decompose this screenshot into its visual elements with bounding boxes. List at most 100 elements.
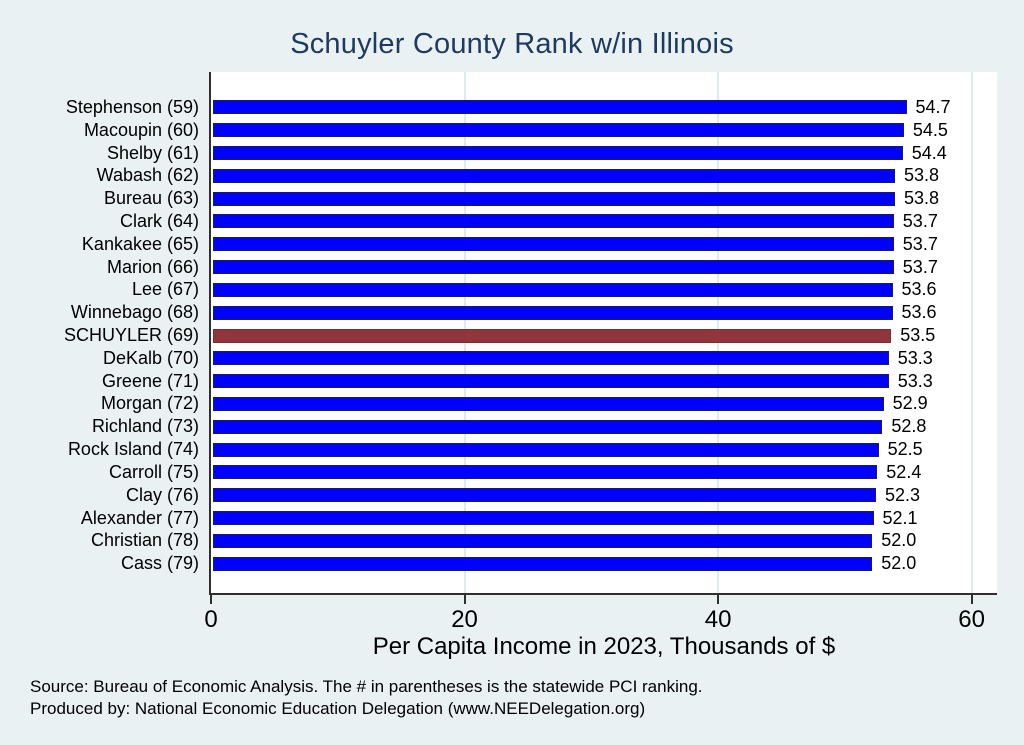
category-label: Clay (76) — [125, 484, 199, 505]
bar-row: Cass (79) 52.0 — [0, 552, 1024, 575]
bar-highlight — [213, 328, 892, 343]
category-label: Richland (73) — [91, 416, 199, 437]
category-label: Stephenson (59) — [65, 96, 199, 117]
category-label: Clark (64) — [119, 210, 199, 231]
tick-mark-x0 — [210, 595, 212, 604]
value-label: 52.3 — [885, 484, 921, 505]
bar-row: Clay (76) 52.3 — [0, 484, 1024, 507]
category-label: SCHUYLER (69) — [63, 325, 199, 346]
bar — [213, 442, 879, 457]
x-axis-title: Per Capita Income in 2023, Thousands of … — [372, 633, 836, 660]
tick-mark-x60 — [970, 595, 973, 604]
bar — [213, 511, 874, 526]
chart-title: Schuyler County Rank w/in Illinois — [290, 28, 734, 60]
tick-label-x60: 60 — [958, 606, 985, 633]
category-label: Morgan (72) — [100, 393, 199, 414]
tick-label-x40: 40 — [704, 606, 732, 633]
value-label: 53.7 — [902, 233, 938, 254]
value-label: 53.8 — [904, 165, 940, 186]
bar — [213, 214, 894, 229]
bar-row: Lee (67) 53.6 — [0, 279, 1024, 302]
tick-label-x0: 0 — [204, 606, 218, 633]
bar — [213, 123, 904, 138]
category-label: Cass (79) — [120, 553, 199, 574]
category-label: Carroll (75) — [108, 461, 199, 482]
bar-row: Winnebago (68) 53.6 — [0, 301, 1024, 324]
value-label: 52.9 — [892, 393, 928, 414]
category-label: Christian (78) — [90, 530, 199, 551]
bar-row: Christian (78) 52.0 — [0, 529, 1024, 552]
bar-row: Alexander (77) 52.1 — [0, 507, 1024, 530]
category-label: Wabash (62) — [96, 165, 199, 186]
bar — [213, 191, 895, 206]
bar-row: DeKalb (70) 53.3 — [0, 347, 1024, 370]
value-label: 52.1 — [882, 507, 918, 528]
bar — [213, 237, 894, 252]
category-label: Lee (67) — [131, 279, 199, 300]
bar — [213, 282, 893, 297]
value-label: 52.0 — [881, 530, 917, 551]
source-note: Source: Bureau of Economic Analysis. The… — [30, 677, 703, 696]
category-label: DeKalb (70) — [102, 347, 199, 368]
bar-row: Kankakee (65) 53.7 — [0, 233, 1024, 256]
value-label: 53.7 — [902, 256, 938, 277]
bar-row: Macoupin (60) 54.5 — [0, 119, 1024, 142]
bar — [213, 168, 895, 183]
category-label: Alexander (77) — [80, 507, 199, 528]
bar-row: Richland (73) 52.8 — [0, 415, 1024, 438]
footer-notes: Source: Bureau of Economic Analysis. The… — [30, 676, 703, 720]
value-label: 53.5 — [900, 325, 936, 346]
tick-mark-x40 — [717, 595, 720, 604]
value-label: 52.8 — [891, 416, 927, 437]
value-label: 54.5 — [912, 119, 948, 140]
bar-row: Carroll (75) 52.4 — [0, 461, 1024, 484]
bar — [213, 465, 878, 480]
bar — [213, 419, 883, 434]
bar — [213, 100, 907, 115]
value-label: 53.7 — [902, 210, 938, 231]
value-label: 53.3 — [897, 370, 933, 391]
value-label: 54.4 — [911, 142, 947, 163]
category-label: Kankakee (65) — [81, 233, 199, 254]
tick-mark-x20 — [463, 595, 466, 604]
bar-row: Clark (64) 53.7 — [0, 210, 1024, 233]
value-label: 52.5 — [887, 439, 923, 460]
tick-label-x20: 20 — [451, 606, 478, 633]
bar-row: Wabash (62) 53.8 — [0, 164, 1024, 187]
bar — [213, 396, 884, 411]
category-label: Macoupin (60) — [83, 119, 199, 140]
producer-note: Produced by: National Economic Education… — [30, 699, 646, 718]
bar — [213, 351, 889, 366]
bar-row: Marion (66) 53.7 — [0, 256, 1024, 279]
category-label: Rock Island (74) — [67, 439, 199, 460]
x-axis-line — [209, 593, 997, 595]
bar-row: SCHUYLER (69) 53.5 — [0, 324, 1024, 347]
bar-row: Bureau (63) 53.8 — [0, 187, 1024, 210]
gridline-x60 — [970, 72, 973, 593]
bar — [213, 146, 903, 161]
value-label: 53.6 — [901, 302, 937, 323]
category-label: Greene (71) — [101, 370, 199, 391]
bar — [213, 533, 873, 548]
bar-row: Stephenson (59) 54.7 — [0, 96, 1024, 119]
value-label: 53.8 — [904, 188, 940, 209]
bar-row: Greene (71) 53.3 — [0, 370, 1024, 393]
bar-row: Morgan (72) 52.9 — [0, 393, 1024, 416]
value-label: 53.3 — [897, 347, 933, 368]
value-label: 52.4 — [886, 461, 922, 482]
bar-row: Shelby (61) 54.4 — [0, 142, 1024, 165]
bar — [213, 374, 889, 389]
category-label: Winnebago (68) — [70, 302, 199, 323]
bar — [213, 305, 893, 320]
category-label: Shelby (61) — [106, 142, 199, 163]
value-label: 52.0 — [881, 553, 917, 574]
value-label: 53.6 — [901, 279, 937, 300]
category-label: Marion (66) — [106, 256, 199, 277]
bar — [213, 556, 873, 571]
bar — [213, 260, 894, 275]
value-label: 54.7 — [915, 96, 951, 117]
bar-rows-container: Stephenson (59) 54.7 Macoupin (60) 54.5 Shel… — [0, 96, 1024, 575]
y-axis-line — [209, 72, 211, 595]
bar-row: Rock Island (74) 52.5 — [0, 438, 1024, 461]
